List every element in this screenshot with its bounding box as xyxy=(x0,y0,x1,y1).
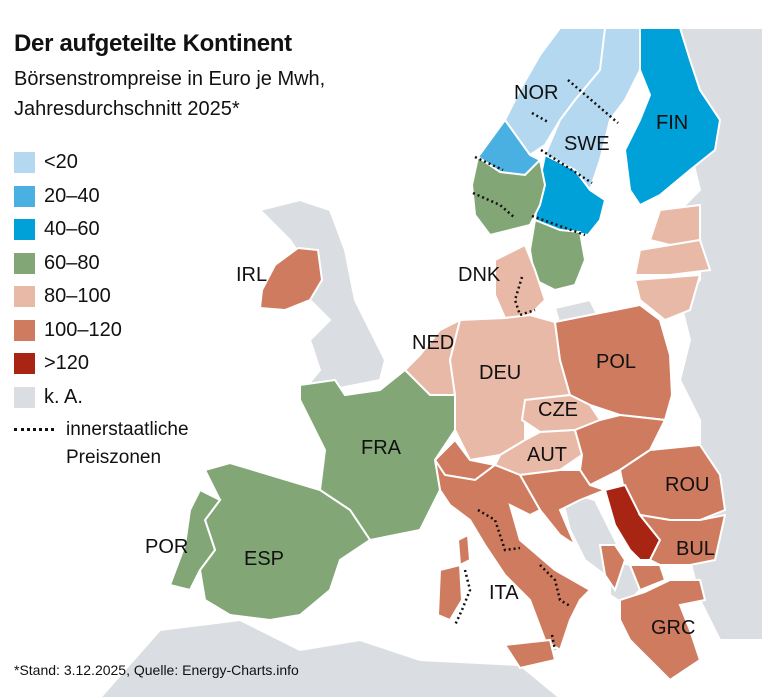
label-irl: IRL xyxy=(236,264,268,286)
no-data-regions xyxy=(98,27,764,698)
chart-title: Der aufgeteilte Kontinent xyxy=(14,30,292,57)
region-mne-alb[interactable] xyxy=(598,544,627,593)
region-pol[interactable] xyxy=(553,303,674,422)
southeast-europe xyxy=(518,443,727,682)
legend-label: innerstaatliche xyxy=(66,419,189,440)
legend-label: 80–100 xyxy=(44,285,111,308)
legend-swatch xyxy=(14,152,35,174)
subtitle-line-2: Jahresdurchschnitt 2025* xyxy=(14,98,240,120)
legend-label: >120 xyxy=(44,352,90,375)
region-fra[interactable] xyxy=(299,368,456,542)
region-hrv-slo[interactable] xyxy=(518,469,608,548)
chart-subtitle: Börsenstrompreise in Euro je Mwh, Jahres… xyxy=(14,64,414,124)
region-sicily[interactable] xyxy=(503,638,557,670)
legend-label: 100–120 xyxy=(44,318,122,341)
region-corsica[interactable] xyxy=(456,533,472,567)
legend-label: Preiszonen xyxy=(66,447,162,468)
source-note: *Stand: 3.12.2025, Quelle: Energy-Charts… xyxy=(14,662,299,678)
legend-item-20-40: 20–40 xyxy=(14,180,189,214)
central-europe xyxy=(403,243,674,487)
legend-item-100-120: 100–120 xyxy=(14,314,189,348)
legend-item-no-data: k. A. xyxy=(14,381,189,415)
label-pol: POL xyxy=(596,351,637,373)
legend-item-price-zones: innerstaatliche Preiszonen xyxy=(14,416,189,472)
legend: <20 20–40 40–60 60–80 80–100 100–120 >12… xyxy=(14,146,189,472)
region-irl[interactable] xyxy=(258,246,324,312)
legend-swatch xyxy=(14,185,35,207)
label-rou: ROU xyxy=(665,474,710,496)
scandinavia xyxy=(470,27,722,292)
label-dnk: DNK xyxy=(458,264,501,286)
italy xyxy=(434,459,592,670)
legend-label: 20–40 xyxy=(44,184,100,207)
legend-swatch xyxy=(14,353,35,375)
region-mkd[interactable] xyxy=(628,564,667,592)
legend-swatch xyxy=(14,252,35,274)
legend-item-gt120: >120 xyxy=(14,347,189,381)
region-fin[interactable] xyxy=(623,27,722,207)
legend-item-80-100: 80–100 xyxy=(14,280,189,314)
legend-item-lt20: <20 xyxy=(14,146,189,180)
subtitle-line-1: Börsenstrompreise in Euro je Mwh, xyxy=(14,68,326,90)
region-nor-south[interactable] xyxy=(470,155,547,237)
label-bul: BUL xyxy=(676,538,715,560)
label-esp: ESP xyxy=(244,548,285,570)
legend-label: <20 xyxy=(44,151,78,174)
legend-label: k. A. xyxy=(44,385,83,408)
label-grc: GRC xyxy=(651,617,696,639)
region-dnk[interactable] xyxy=(494,243,547,320)
baltics xyxy=(633,203,712,322)
region-grc[interactable] xyxy=(619,579,707,682)
legend-label: 60–80 xyxy=(44,251,100,274)
label-fra: FRA xyxy=(361,437,401,459)
region-bul[interactable] xyxy=(637,513,727,566)
legend-item-60-80: 60–80 xyxy=(14,247,189,281)
label-swe: SWE xyxy=(564,133,610,155)
label-deu: DEU xyxy=(479,362,522,384)
label-cze: CZE xyxy=(538,399,578,421)
region-ita[interactable] xyxy=(434,459,592,652)
legend-swatch xyxy=(14,286,35,308)
label-aut: AUT xyxy=(527,444,567,466)
price-zone-borders xyxy=(453,79,619,651)
dotted-line-icon xyxy=(14,428,54,431)
label-nor: NOR xyxy=(514,82,559,104)
legend-label: 40–60 xyxy=(44,218,100,241)
label-fin: FIN xyxy=(656,112,689,134)
legend-swatch xyxy=(14,319,35,341)
label-ita: ITA xyxy=(489,582,519,604)
legend-swatch xyxy=(14,219,35,241)
legend-swatch xyxy=(14,386,35,408)
region-por[interactable] xyxy=(168,488,222,592)
western-europe xyxy=(168,368,456,622)
region-sardinia[interactable] xyxy=(436,563,464,622)
label-ned: NED xyxy=(412,332,455,354)
legend-item-40-60: 40–60 xyxy=(14,213,189,247)
label-por: POR xyxy=(145,536,189,558)
